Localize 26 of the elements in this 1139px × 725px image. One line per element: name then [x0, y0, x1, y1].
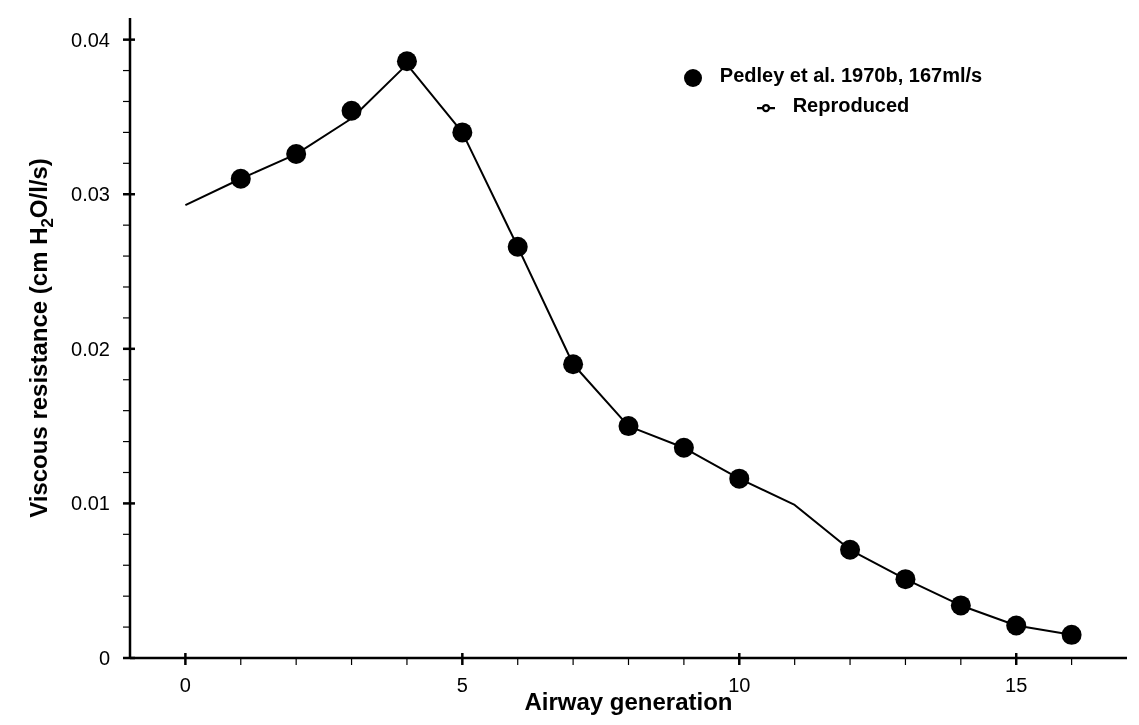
y-tick-label: 0.03 [71, 183, 110, 206]
point [895, 569, 916, 590]
point [1006, 615, 1027, 636]
point [507, 236, 528, 257]
point [618, 416, 639, 437]
point [341, 100, 362, 121]
y-tick-label: 0.01 [71, 492, 110, 515]
point [729, 468, 750, 489]
point [840, 539, 861, 560]
point [452, 122, 473, 143]
y-tick-label: 0 [98, 647, 110, 669]
point [230, 168, 251, 189]
point [396, 51, 417, 72]
y-tick-label: 0.04 [71, 28, 110, 51]
legend-label: Pedley et al. 1970b, 167ml/s [719, 64, 983, 86]
x-tick-label: 5 [456, 674, 468, 696]
x-tick-label: 10 [728, 674, 751, 696]
point [1061, 624, 1082, 645]
point [950, 595, 971, 616]
y-tick-label: 0.02 [71, 337, 110, 360]
point [673, 437, 694, 458]
point [563, 354, 584, 375]
x-tick-label: 0 [179, 674, 191, 696]
legend-label: Reproduced [792, 94, 910, 116]
point [286, 144, 307, 165]
x-tick-label: 15 [1005, 674, 1028, 696]
